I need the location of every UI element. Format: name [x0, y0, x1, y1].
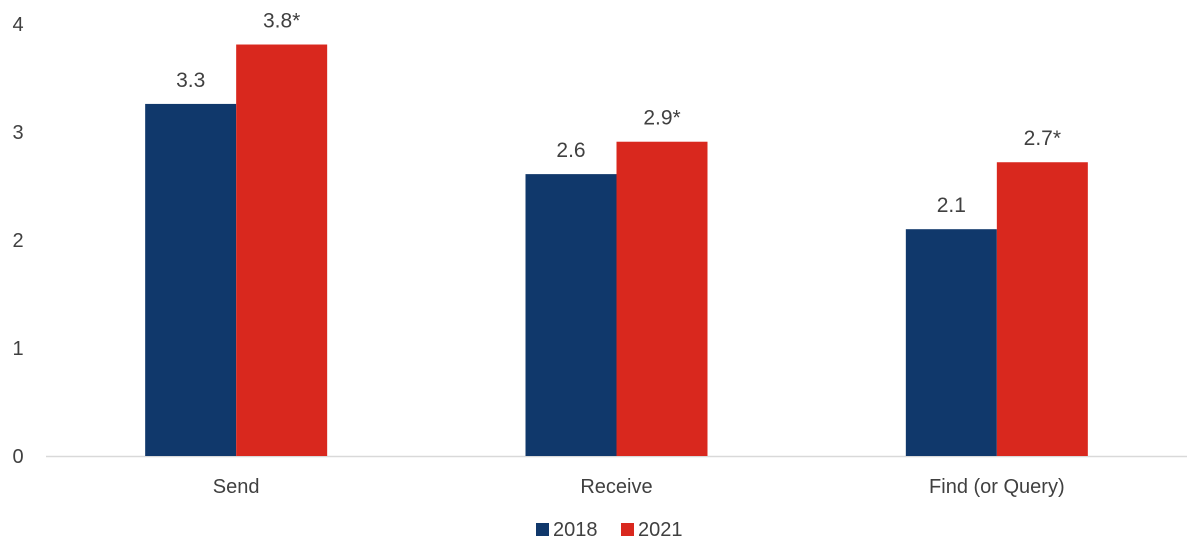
legend-swatch-2018	[536, 523, 549, 536]
bar-2021-send	[236, 44, 328, 457]
legend-label-2021: 2021	[638, 519, 683, 541]
bar-value-label: 2.6	[556, 139, 585, 162]
bar-value-label: 3.3	[176, 69, 205, 92]
legend: 2018 2021	[536, 519, 683, 541]
bar-2021-find-or-query	[996, 162, 1088, 457]
bar-value-label: 2.9*	[643, 107, 680, 130]
bar-value-label: 2.7*	[1024, 127, 1061, 150]
bar-2018-find-or-query	[905, 229, 997, 456]
y-tick-label: 3	[12, 122, 23, 144]
legend-label-2018: 2018	[553, 519, 598, 541]
y-tick-label: 0	[12, 446, 23, 468]
bar-group	[145, 44, 1088, 457]
y-axis-ticks: 0 1 2 3 4	[12, 14, 23, 468]
bar-2018-send	[145, 103, 237, 457]
x-category-label: Find (or Query)	[929, 476, 1065, 498]
x-category-label: Send	[213, 476, 260, 498]
y-tick-label: 4	[12, 14, 23, 36]
data-label-group: 3.3 3.8* 2.6 2.9* 2.1 2.7*	[176, 10, 1061, 218]
y-tick-label: 1	[12, 338, 23, 360]
legend-swatch-2021	[621, 523, 634, 536]
category-label-group: Send Receive Find (or Query)	[213, 476, 1065, 498]
bar-2018-receive	[525, 174, 617, 456]
y-tick-label: 2	[12, 230, 23, 252]
x-category-label: Receive	[580, 476, 652, 498]
bar-2021-receive	[616, 141, 708, 456]
bar-value-label: 3.8*	[263, 10, 300, 33]
bar-value-label: 2.1	[937, 194, 966, 217]
